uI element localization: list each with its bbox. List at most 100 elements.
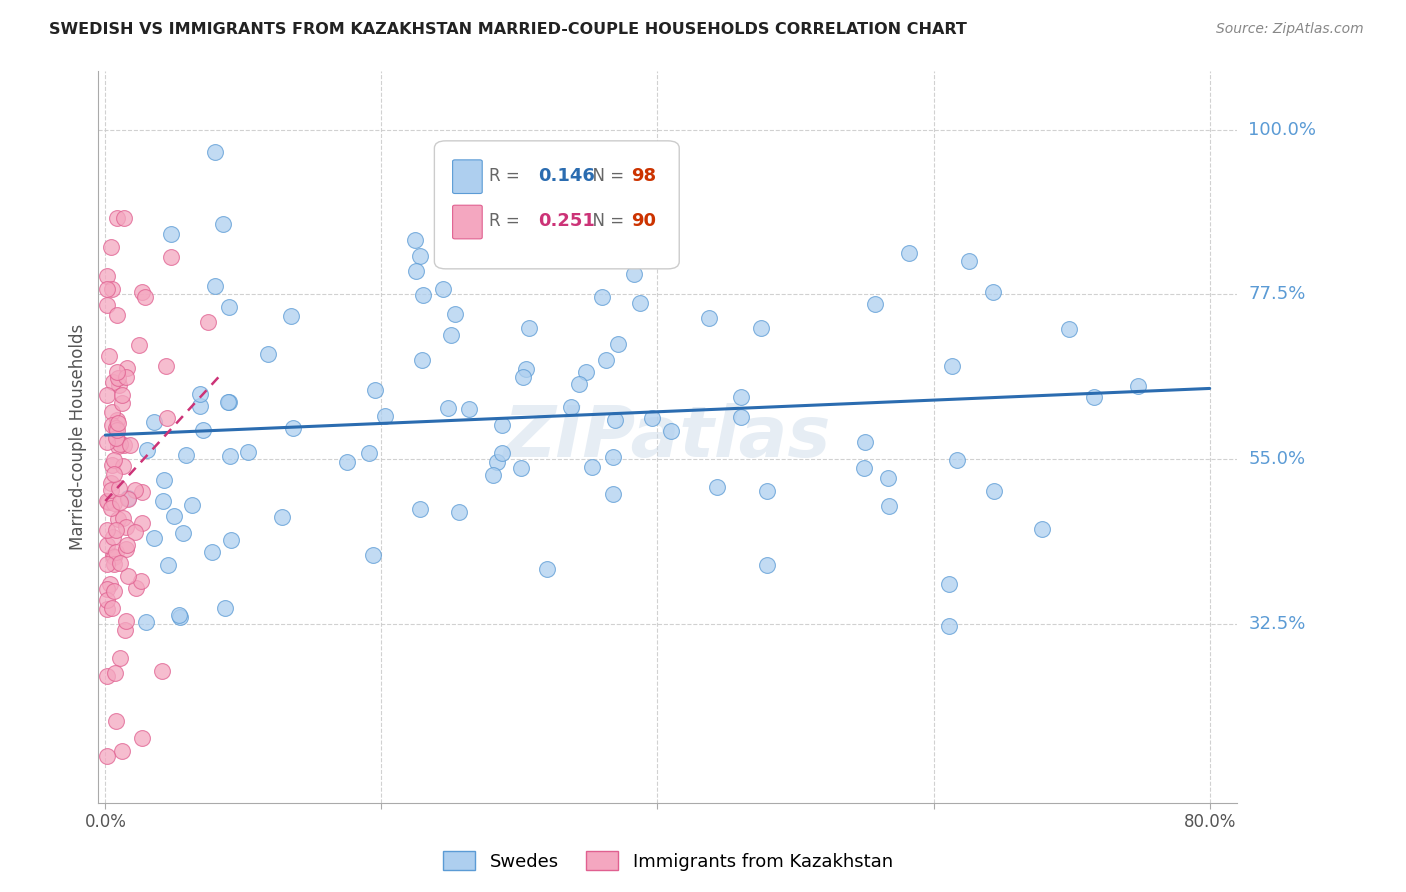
Point <box>108 437 131 451</box>
Point <box>218 300 240 314</box>
Point <box>409 501 432 516</box>
Point <box>283 421 305 435</box>
Point <box>115 361 138 376</box>
Point <box>96 748 118 763</box>
Point <box>568 377 591 392</box>
Point <box>111 808 134 822</box>
Point <box>112 438 135 452</box>
Point <box>938 576 960 591</box>
Point <box>515 362 537 376</box>
Point <box>101 418 124 433</box>
Text: 90: 90 <box>631 212 657 230</box>
Point <box>152 494 174 508</box>
Point <box>491 417 513 432</box>
Point <box>156 410 179 425</box>
Point <box>447 504 470 518</box>
Point <box>659 424 682 438</box>
Point <box>103 557 125 571</box>
Point <box>169 610 191 624</box>
Point <box>574 365 596 379</box>
Point <box>129 574 152 589</box>
Text: 0.146: 0.146 <box>538 167 595 185</box>
Point <box>411 353 433 368</box>
Point <box>105 365 128 379</box>
Point <box>103 467 125 482</box>
FancyBboxPatch shape <box>453 205 482 239</box>
Point <box>96 669 118 683</box>
Point <box>101 549 124 563</box>
Point <box>134 290 156 304</box>
Point <box>218 449 240 463</box>
Point <box>115 369 138 384</box>
Point <box>749 321 772 335</box>
Point <box>437 401 460 416</box>
Point <box>101 405 124 419</box>
Point <box>131 731 153 746</box>
Y-axis label: Married-couple Households: Married-couple Households <box>69 324 87 550</box>
Point <box>152 473 174 487</box>
Point <box>101 282 124 296</box>
Text: N =: N = <box>582 167 630 185</box>
Point <box>96 388 118 402</box>
Point <box>107 439 129 453</box>
Point <box>103 550 125 565</box>
Point <box>512 369 534 384</box>
Point <box>591 290 613 304</box>
Point <box>96 298 118 312</box>
Point <box>103 584 125 599</box>
Point <box>100 476 122 491</box>
Point <box>114 615 136 629</box>
Point <box>131 285 153 300</box>
Point <box>167 608 190 623</box>
Point <box>96 582 118 596</box>
FancyBboxPatch shape <box>434 141 679 268</box>
Point <box>101 375 124 389</box>
Point <box>898 246 921 260</box>
Point <box>257 347 280 361</box>
Point <box>107 371 129 385</box>
Point <box>204 145 226 159</box>
Text: R =: R = <box>489 212 524 230</box>
Point <box>105 413 128 427</box>
Text: N =: N = <box>582 212 630 230</box>
Point <box>374 409 396 423</box>
Point <box>135 615 157 629</box>
Point <box>697 311 720 326</box>
Point <box>440 328 463 343</box>
Point <box>107 511 129 525</box>
Point <box>112 211 135 225</box>
Text: 32.5%: 32.5% <box>1249 615 1306 632</box>
Point <box>730 390 752 404</box>
Point <box>172 525 194 540</box>
Text: 98: 98 <box>631 167 657 185</box>
Point <box>150 664 173 678</box>
Point <box>97 349 120 363</box>
Point <box>103 453 125 467</box>
Point <box>96 269 118 284</box>
Point <box>160 227 183 241</box>
Point <box>280 309 302 323</box>
Point <box>640 410 662 425</box>
Point <box>581 459 603 474</box>
Point <box>98 576 121 591</box>
Point <box>96 493 118 508</box>
Point <box>219 533 242 548</box>
Point <box>218 395 240 409</box>
Text: 100.0%: 100.0% <box>1249 121 1316 139</box>
Point <box>135 443 157 458</box>
Point <box>108 651 131 665</box>
Point <box>981 285 1004 299</box>
Point <box>115 538 138 552</box>
Point <box>118 438 141 452</box>
Point <box>157 558 180 573</box>
Point <box>107 481 129 495</box>
Point <box>236 444 259 458</box>
Point <box>114 624 136 638</box>
Point <box>756 484 779 499</box>
Point <box>595 352 617 367</box>
Point <box>97 494 120 508</box>
Point <box>107 416 129 430</box>
Legend: Swedes, Immigrants from Kazakhstan: Swedes, Immigrants from Kazakhstan <box>436 844 900 878</box>
Point <box>100 458 122 472</box>
Point <box>96 282 118 296</box>
